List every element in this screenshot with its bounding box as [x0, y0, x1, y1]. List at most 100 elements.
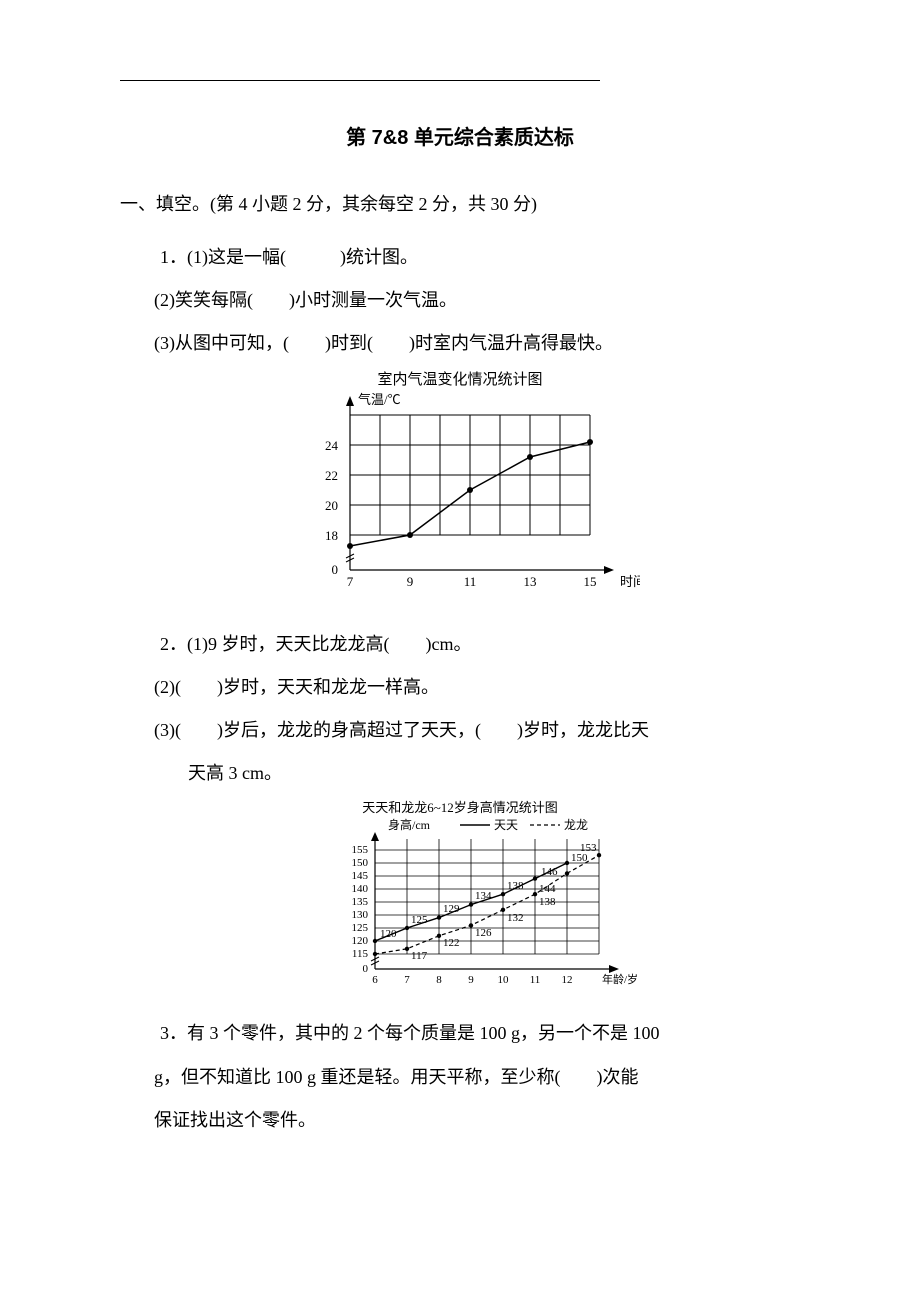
c2-x10: 10	[498, 974, 510, 986]
question-1: 1．(1)这是一幅( )统计图。	[160, 236, 800, 279]
chart1-y20: 20	[325, 498, 338, 513]
svg-text:125: 125	[411, 914, 428, 926]
question-2: 2．(1)9 岁时，天天比龙龙高( )cm。	[160, 623, 800, 666]
svg-text:144: 144	[539, 883, 556, 895]
chart1-x7: 7	[347, 574, 354, 589]
chart2-yarrow-icon	[371, 832, 379, 841]
temperature-chart: 室内气温变化情况统计图 0 18 20 22 24	[280, 370, 640, 610]
chart2-ylab: 身高/cm	[388, 817, 431, 832]
c2-y120: 120	[352, 935, 369, 947]
c2-x6: 6	[372, 974, 378, 986]
question-1-3: (3)从图中可知，( )时到( )时室内气温升高得最快。	[154, 322, 800, 365]
q1-p3-c: )时室内气温升高得最快。	[409, 333, 613, 353]
q2-blank-1[interactable]	[389, 634, 425, 654]
chart-1: 室内气温变化情况统计图 0 18 20 22 24	[120, 370, 800, 615]
q2-p3-d: 天高 3 cm。	[188, 763, 282, 783]
svg-text:138: 138	[539, 896, 556, 908]
c2-y125: 125	[352, 922, 369, 934]
question-2-3b: 天高 3 cm。	[188, 752, 800, 795]
q3-line2b: )次能	[597, 1067, 639, 1087]
question-3: 3．有 3 个零件，其中的 2 个每个质量是 100 g，另一个不是 100	[160, 1012, 800, 1055]
svg-text:122: 122	[443, 937, 460, 949]
q2-blank-2[interactable]	[181, 677, 217, 697]
svg-text:129: 129	[443, 903, 460, 915]
chart1-xlab: 时间/时	[620, 574, 640, 589]
chart1-x15: 15	[584, 574, 597, 589]
c2-y140: 140	[352, 883, 369, 895]
svg-text:132: 132	[507, 912, 524, 924]
chart1-xarrow-icon	[604, 566, 614, 574]
c2-y115: 115	[352, 948, 369, 960]
svg-text:138: 138	[507, 880, 524, 892]
q3-number: 3．	[160, 1012, 187, 1055]
svg-text:153: 153	[580, 842, 597, 854]
q3-blank[interactable]	[561, 1067, 597, 1087]
chart1-y22: 22	[325, 468, 338, 483]
c2-y155: 155	[352, 844, 369, 856]
q2-p1-post: )cm。	[425, 634, 471, 654]
q1-blank-4[interactable]	[373, 333, 409, 353]
c2-y130: 130	[352, 909, 369, 921]
chart1-y18: 18	[325, 528, 338, 543]
q1-blank-1[interactable]	[286, 247, 340, 267]
chart1-x13: 13	[524, 574, 537, 589]
chart1-yarrow-icon	[346, 396, 354, 406]
question-3b: g，但不知道比 100 g 重还是轻。用天平称，至少称( )次能	[154, 1056, 800, 1099]
chart1-y0: 0	[332, 562, 339, 577]
q2-p3-c: )岁时，龙龙比天	[517, 720, 649, 740]
question-1-2: (2)笑笑每隔( )小时测量一次气温。	[154, 279, 800, 322]
question-2-2: (2)( )岁时，天天和龙龙一样高。	[154, 666, 800, 709]
q2-blank-3[interactable]	[181, 720, 217, 740]
chart2-legend-b: 龙龙	[564, 818, 588, 832]
svg-text:120: 120	[380, 928, 397, 940]
c2-xlab: 年龄/岁	[602, 972, 638, 986]
page-title: 第 7&8 单元综合素质达标	[120, 121, 800, 150]
c2-y135: 135	[352, 896, 369, 908]
svg-text:134: 134	[475, 890, 492, 902]
q3-line1: 有 3 个零件，其中的 2 个每个质量是 100 g，另一个不是 100	[187, 1023, 660, 1043]
c2-y0: 0	[363, 963, 369, 975]
q2-p2-pre: (2)(	[154, 677, 181, 697]
chart2-long-line	[375, 856, 599, 955]
top-rule	[120, 80, 600, 81]
c2-y145: 145	[352, 870, 369, 882]
q1-p1-pre: (1)这是一幅(	[187, 247, 286, 267]
q2-p1-pre: (1)9 岁时，天天比龙龙高(	[187, 634, 389, 654]
section-1-head: 一、填空。(第 4 小题 2 分，其余每空 2 分，共 30 分)	[120, 190, 800, 216]
chart1-ylab: 气温/℃	[358, 392, 401, 407]
q1-p2-post: )小时测量一次气温。	[289, 290, 457, 310]
q1-blank-3[interactable]	[289, 333, 325, 353]
c2-x9: 9	[468, 974, 474, 986]
svg-text:126: 126	[475, 927, 492, 939]
q1-p1-post: )统计图。	[340, 247, 418, 267]
chart-2: 天天和龙龙6~12岁身高情况统计图 身高/cm 天天 龙龙	[120, 799, 800, 1004]
q2-p3-a: (3)(	[154, 720, 181, 740]
c2-x8: 8	[436, 974, 442, 986]
q1-blank-2[interactable]	[253, 290, 289, 310]
q2-p2-post: )岁时，天天和龙龙一样高。	[217, 677, 439, 697]
chart2-legend-a: 天天	[494, 818, 518, 832]
svg-text:117: 117	[411, 950, 428, 962]
c2-x11: 11	[530, 974, 541, 986]
chart2-xarrow-icon	[609, 965, 619, 973]
c2-x7: 7	[404, 974, 410, 986]
question-2-3: (3)( )岁后，龙龙的身高超过了天天，( )岁时，龙龙比天	[154, 709, 800, 752]
q2-blank-4[interactable]	[481, 720, 517, 740]
question-3c: 保证找出这个零件。	[154, 1099, 800, 1142]
chart1-x11: 11	[464, 574, 477, 589]
q3-line3: 保证找出这个零件。	[154, 1110, 316, 1130]
chart1-x9: 9	[407, 574, 414, 589]
q1-number: 1．	[160, 236, 187, 279]
q2-number: 2．	[160, 623, 187, 666]
q2-p3-b: )岁后，龙龙的身高超过了天天，(	[217, 720, 481, 740]
c2-x12: 12	[562, 974, 573, 986]
q3-line2a: g，但不知道比 100 g 重还是轻。用天平称，至少称(	[154, 1067, 561, 1087]
svg-text:146: 146	[541, 866, 558, 878]
height-chart: 天天和龙龙6~12岁身高情况统计图 身高/cm 天天 龙龙	[280, 799, 640, 999]
chart1-y24: 24	[325, 438, 339, 453]
chart1-title: 室内气温变化情况统计图	[377, 371, 542, 388]
q1-p3-a: (3)从图中可知，(	[154, 333, 289, 353]
q1-p2-pre: (2)笑笑每隔(	[154, 290, 253, 310]
c2-y150: 150	[352, 857, 369, 869]
q1-p3-b: )时到(	[325, 333, 373, 353]
